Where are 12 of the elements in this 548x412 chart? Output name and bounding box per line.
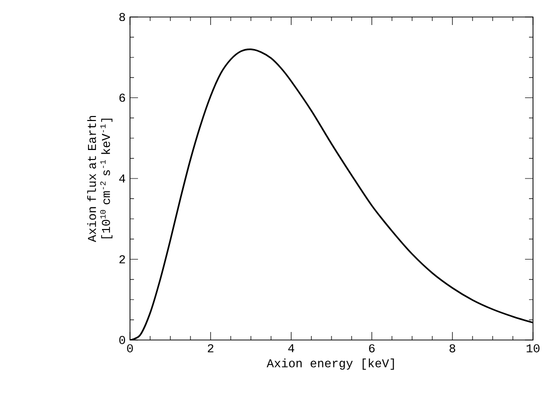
- y-tick-label: 0: [119, 336, 126, 344]
- x-axis-title: Axion energy [keV]: [266, 358, 394, 370]
- x-tick-label: 6: [369, 344, 375, 352]
- x-tick-label: 4: [288, 344, 294, 352]
- x-tick-label: 2: [208, 344, 214, 352]
- y-tick-label: 4: [119, 174, 126, 182]
- y-tick-label: 2: [119, 255, 125, 264]
- y-tick-label: 6: [119, 94, 126, 102]
- x-tick-label: 10: [526, 344, 540, 352]
- x-tick-label: 8: [450, 344, 456, 352]
- y-tick-label: 8: [119, 12, 126, 22]
- x-tick-label: 0: [127, 344, 133, 352]
